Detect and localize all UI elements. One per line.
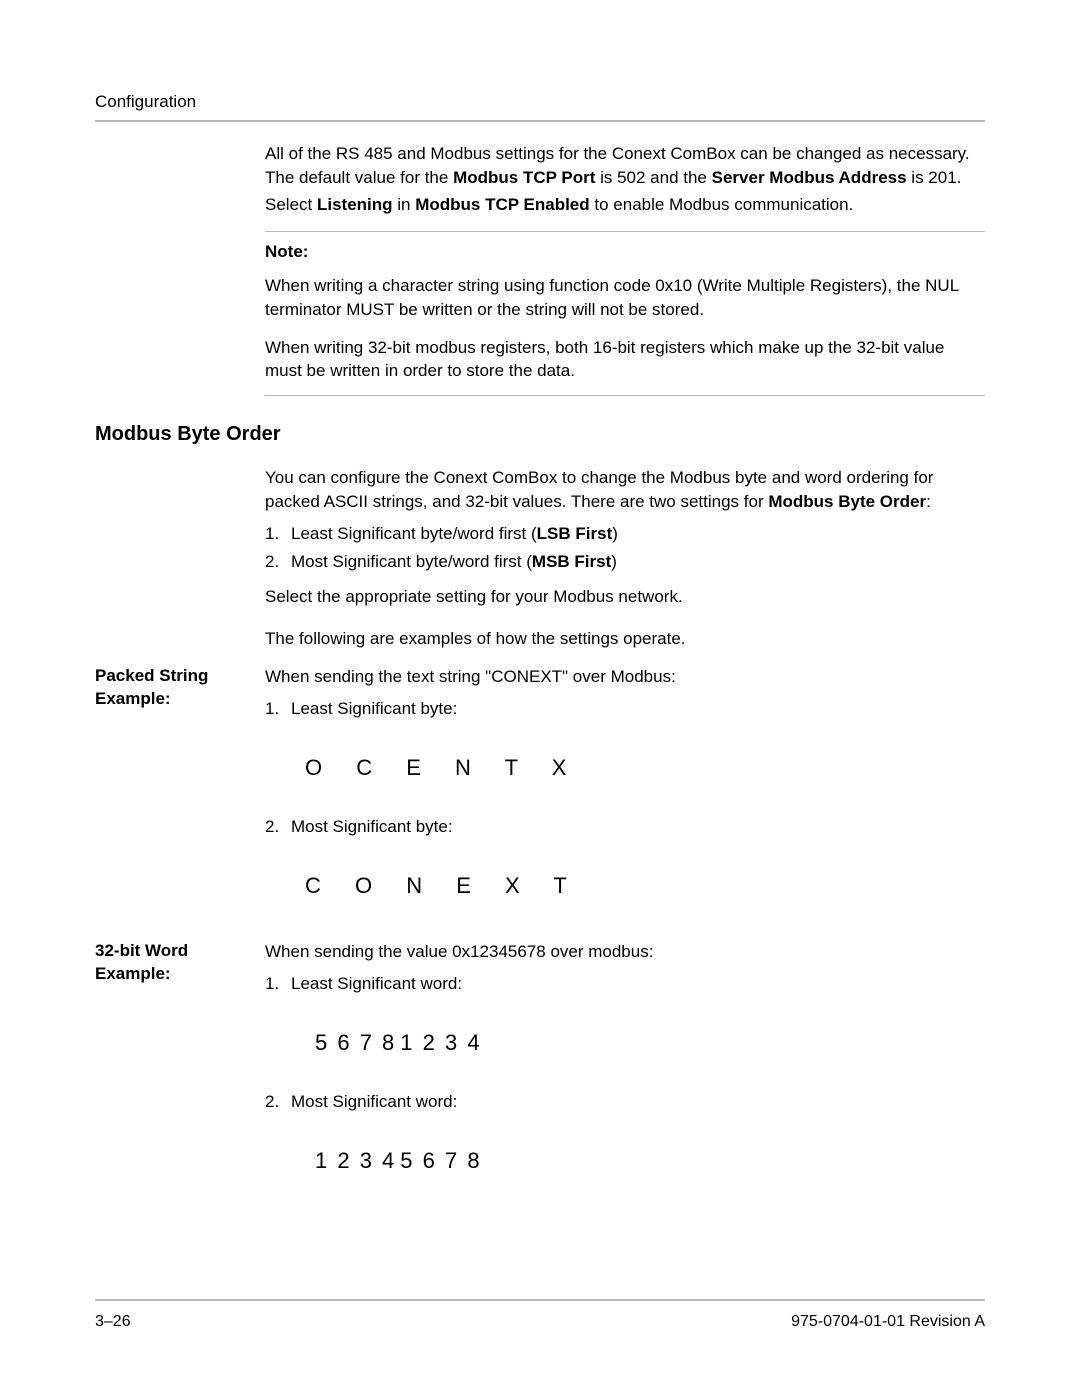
intro-block: All of the RS 485 and Modbus settings fo… <box>265 142 985 396</box>
byte-group: 5 6 7 8 <box>315 1030 396 1055</box>
packed-string-side-label: Packed String Example: <box>95 665 265 711</box>
text: Most Significant byte: <box>291 817 453 836</box>
page-number: 3–26 <box>95 1311 131 1333</box>
word32-intro: When sending the value 0x12345678 over m… <box>265 940 985 964</box>
intro-paragraph-2: Select Listening in Modbus TCP Enabled t… <box>265 193 985 217</box>
packed-lsb-string: O C E N T X <box>305 753 985 784</box>
packed-list: 1. Least Significant byte: <box>265 697 985 721</box>
packed-intro: When sending the text string "CONEXT" ov… <box>265 665 985 689</box>
footer-rule <box>95 1299 985 1301</box>
list-item: 1. Least Significant word: <box>265 972 985 996</box>
note-paragraph-1: When writing a character string using fu… <box>265 274 985 322</box>
text: Least Significant byte: <box>291 699 457 718</box>
text: Select <box>265 195 317 214</box>
text: is 502 and the <box>595 168 711 187</box>
text: ) <box>612 524 618 543</box>
word32-side-label: 32-bit Word Example: <box>95 940 265 986</box>
packed-string-content: When sending the text string "CONEXT" ov… <box>265 665 985 934</box>
text: Least Significant word: <box>291 974 462 993</box>
packed-string-row: Packed String Example: When sending the … <box>95 665 985 934</box>
word32-row: 32-bit Word Example: When sending the va… <box>95 940 985 1209</box>
header-rule <box>95 120 985 122</box>
text: Least Significant byte/word first ( <box>291 524 537 543</box>
list-number: 1. <box>265 972 279 996</box>
list-number: 1. <box>265 522 279 546</box>
doc-id-revision: 975-0704-01-01 Revision A <box>791 1311 985 1333</box>
list-number: 1. <box>265 697 279 721</box>
list-item: 1. Least Significant byte/word first (LSB… <box>265 522 985 546</box>
note-box: Note: When writing a character string us… <box>265 231 985 396</box>
text: Most Significant byte/word first ( <box>291 552 532 571</box>
text: ) <box>611 552 617 571</box>
byteorder-select: Select the appropriate setting for your … <box>265 585 985 609</box>
text: : <box>926 492 931 511</box>
text: is 201. <box>907 168 962 187</box>
word32-msw-string: 1 2 3 45 6 7 8 <box>315 1146 985 1177</box>
term-modbus-tcp-port: Modbus TCP Port <box>453 168 595 187</box>
word32-list-2: 2. Most Significant word: <box>265 1090 985 1114</box>
packed-msb-string: C O N E X T <box>305 871 985 902</box>
word32-list: 1. Least Significant word: <box>265 972 985 996</box>
term-msb-first: MSB First <box>532 552 611 571</box>
section-heading-modbus-byte-order: Modbus Byte Order <box>95 420 985 448</box>
note-paragraph-2: When writing 32-bit modbus registers, bo… <box>265 336 985 384</box>
text: in <box>393 195 416 214</box>
list-number: 2. <box>265 1090 279 1114</box>
word32-content: When sending the value 0x12345678 over m… <box>265 940 985 1209</box>
note-label: Note: <box>265 240 985 264</box>
list-item: 2. Most Significant byte: <box>265 815 985 839</box>
text: Most Significant word: <box>291 1092 457 1111</box>
term-lsb-first: LSB First <box>537 524 613 543</box>
packed-list-2: 2. Most Significant byte: <box>265 815 985 839</box>
list-number: 2. <box>265 550 279 574</box>
byteorder-examples-intro: The following are examples of how the se… <box>265 627 985 651</box>
running-header: Configuration <box>95 90 985 114</box>
intro-paragraph-1: All of the RS 485 and Modbus settings fo… <box>265 142 985 190</box>
term-server-modbus-address: Server Modbus Address <box>712 168 907 187</box>
byte-group: 1 2 3 4 <box>315 1148 396 1173</box>
word32-lsw-string: 5 6 7 81 2 3 4 <box>315 1028 985 1059</box>
byte-group: 5 6 7 8 <box>400 1148 481 1173</box>
list-item: 2. Most Significant byte/word first (MSB … <box>265 550 985 574</box>
list-item: 2. Most Significant word: <box>265 1090 985 1114</box>
byteorder-intro: You can configure the Conext ComBox to c… <box>265 466 985 514</box>
byte-group: 1 2 3 4 <box>400 1030 481 1055</box>
list-item: 1. Least Significant byte: <box>265 697 985 721</box>
byteorder-options-list: 1. Least Significant byte/word first (LSB… <box>265 522 985 574</box>
term-listening: Listening <box>317 195 393 214</box>
footer: 3–26 975-0704-01-01 Revision A <box>95 1311 985 1333</box>
list-number: 2. <box>265 815 279 839</box>
document-page: Configuration All of the RS 485 and Modb… <box>0 0 1080 1393</box>
term-modbus-byte-order: Modbus Byte Order <box>768 492 926 511</box>
text: to enable Modbus communication. <box>590 195 854 214</box>
term-modbus-tcp-enabled: Modbus TCP Enabled <box>415 195 589 214</box>
byteorder-block: You can configure the Conext ComBox to c… <box>265 466 985 651</box>
